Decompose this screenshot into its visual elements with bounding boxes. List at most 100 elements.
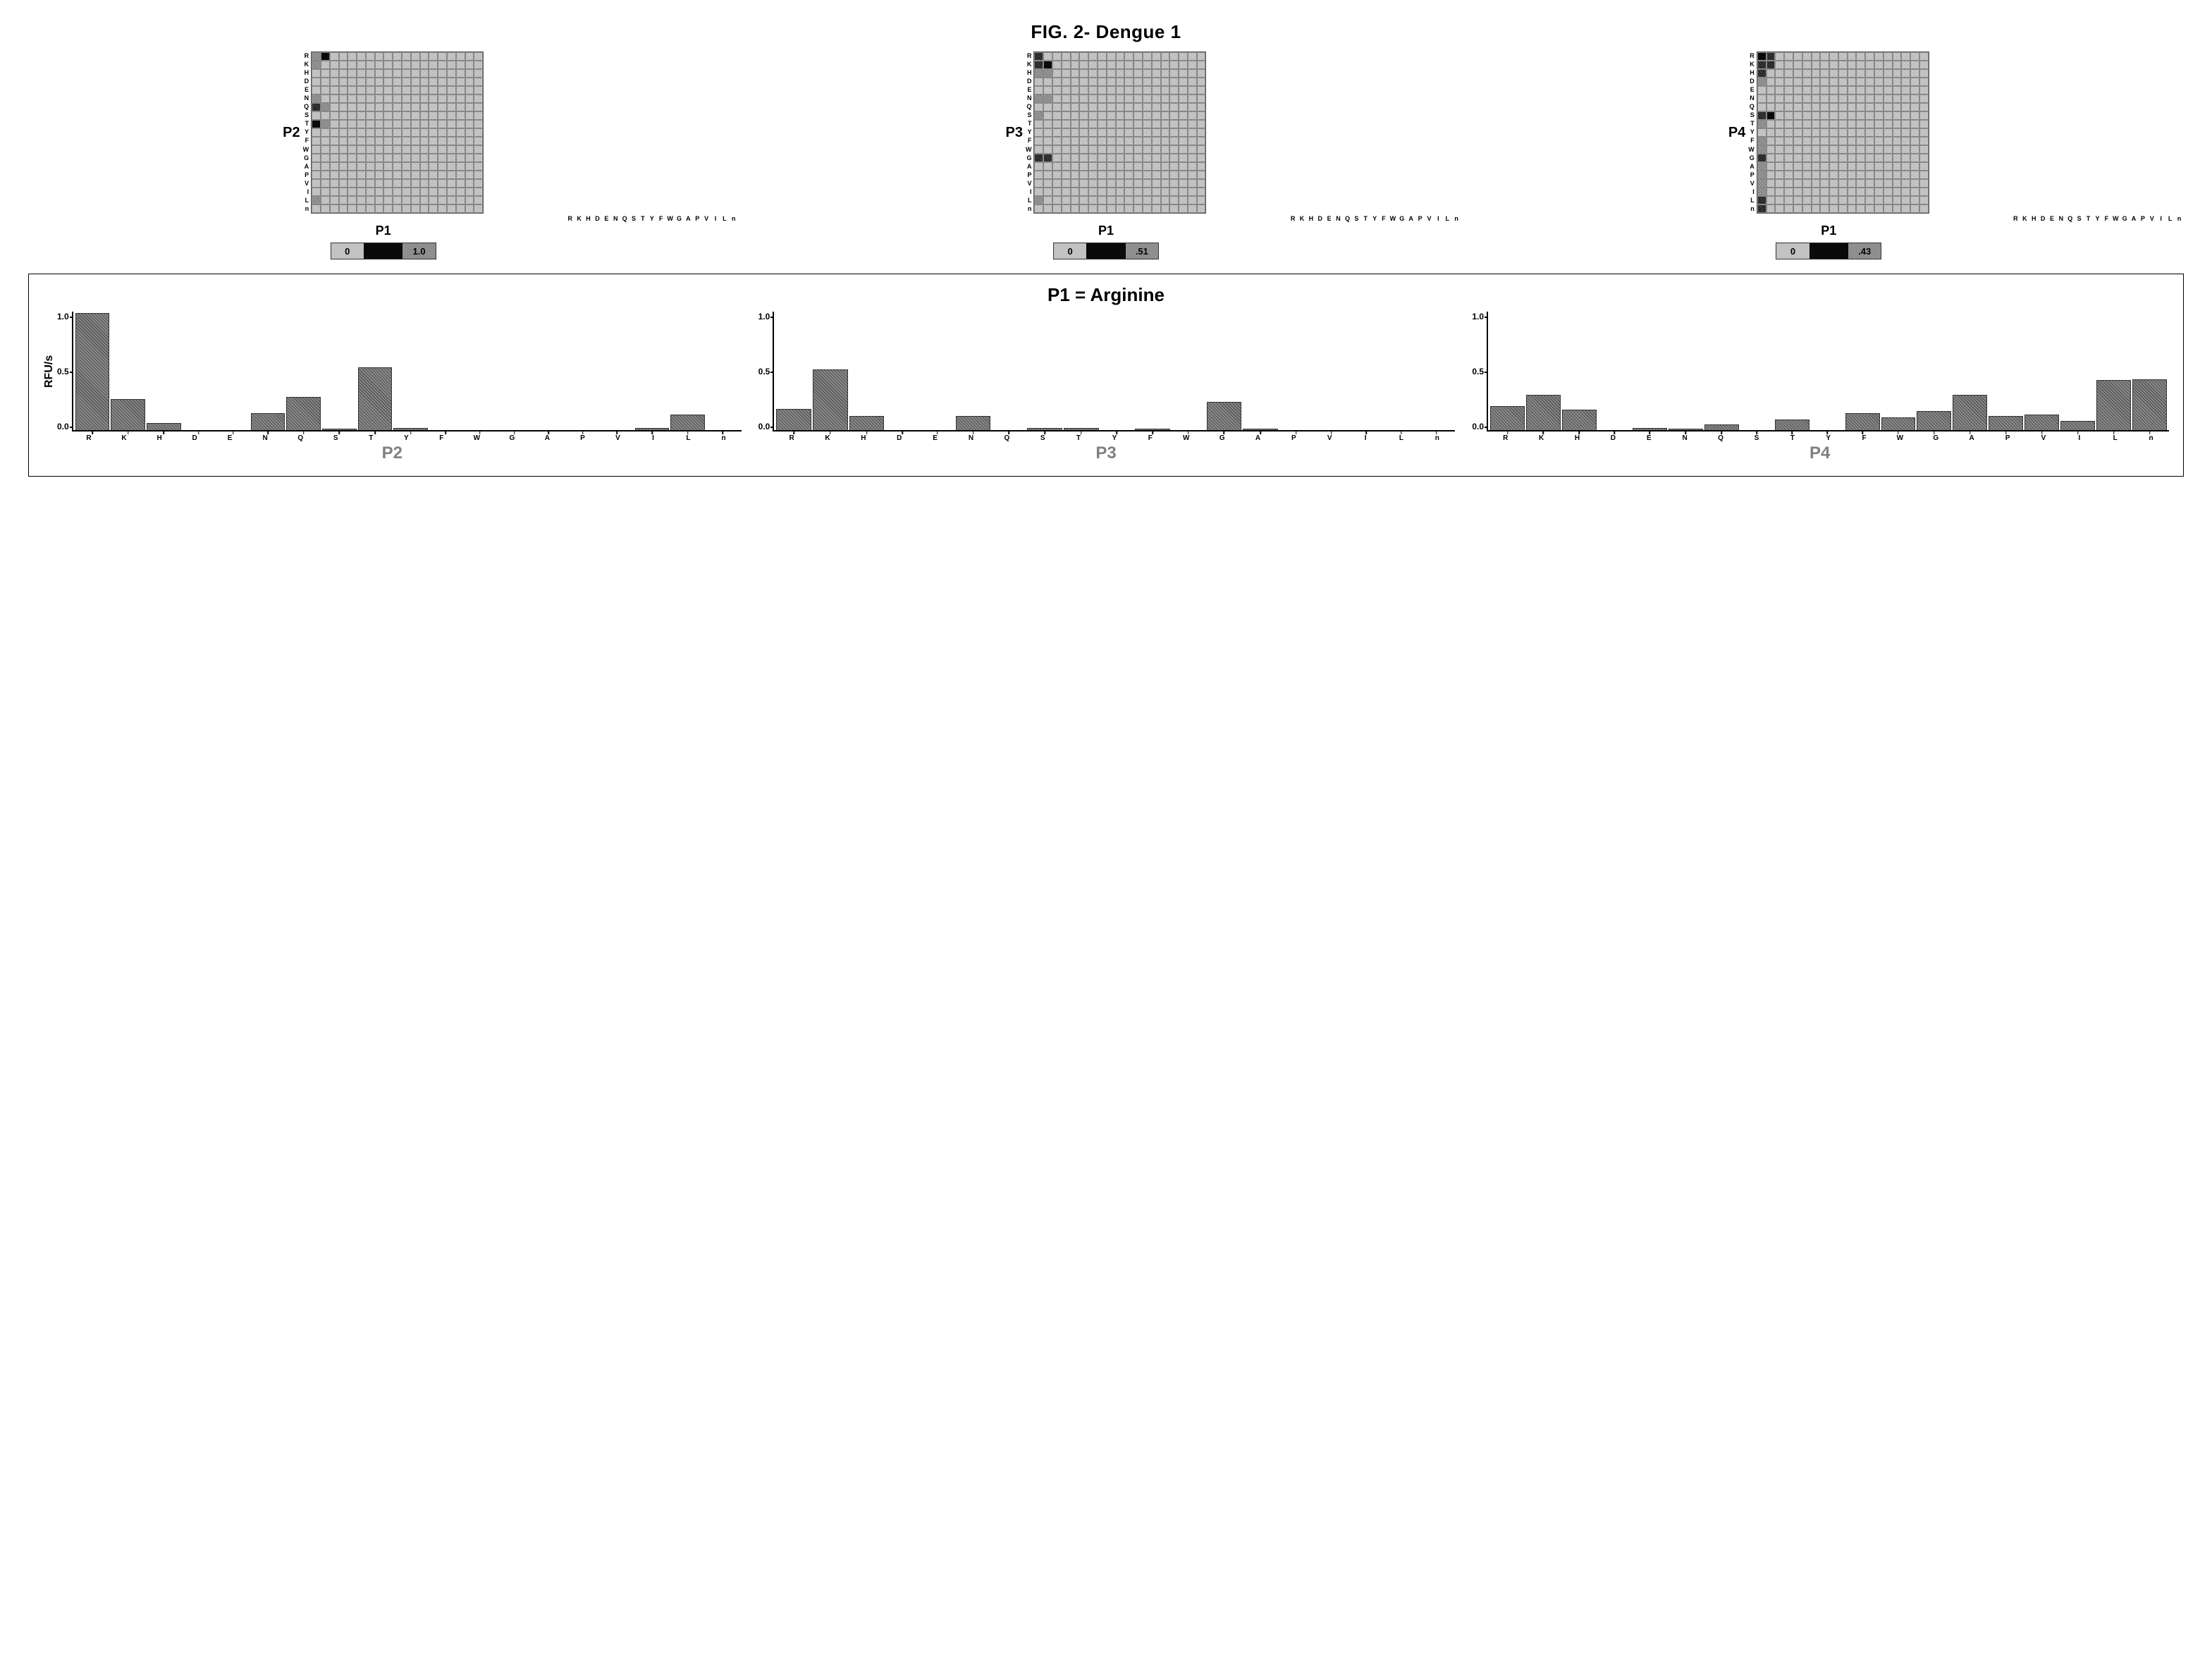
- heatmap-cell: [1052, 61, 1062, 69]
- heatmap-cell: [383, 52, 393, 61]
- heatmap-cell: [1820, 86, 1829, 94]
- heatmap-cell: [1133, 69, 1143, 78]
- heatmap-cell: [1133, 188, 1143, 196]
- heatmap-cell: [1088, 137, 1098, 145]
- heatmap-cell: [1793, 111, 1802, 120]
- heatmap-cell: [1107, 61, 1116, 69]
- bar: [1526, 395, 1561, 430]
- bar-sublabel: P3: [757, 443, 1456, 463]
- bar: [1845, 413, 1880, 430]
- bar: [670, 415, 705, 430]
- heatmap-cell: [456, 111, 465, 120]
- heatmap-cell: [1874, 145, 1884, 154]
- heatmap-cell: [1856, 162, 1865, 171]
- heatmap-cell: [321, 196, 330, 204]
- heatmap-cell: [402, 145, 411, 154]
- heatmap-cell: [1071, 204, 1080, 213]
- heatmap-cell: [366, 120, 375, 128]
- heatmap-cell: [339, 86, 348, 94]
- heatmap-cell: [1919, 204, 1929, 213]
- heatmap-cell: [1829, 196, 1838, 204]
- heatmap-cell: [348, 171, 357, 179]
- heatmap-cell: [438, 204, 447, 213]
- bar-sublabel: P4: [1470, 443, 2169, 463]
- heatmap-cell: [474, 78, 483, 86]
- heatmap-xlabel: P1: [1821, 224, 1836, 238]
- heatmap-cell: [429, 171, 438, 179]
- heatmap-cell: [474, 111, 483, 120]
- heatmap-cell: [1766, 179, 1776, 188]
- heatmap-cell: [411, 86, 420, 94]
- heatmap-cell: [1098, 162, 1107, 171]
- heatmap-cell: [1874, 196, 1884, 204]
- heatmap-cell: [1088, 128, 1098, 137]
- heatmap-cell: [348, 137, 357, 145]
- heatmap-cell: [1775, 120, 1784, 128]
- heatmap-cell: [1838, 179, 1848, 188]
- heatmap-cell: [1169, 78, 1179, 86]
- heatmap-cell: [474, 204, 483, 213]
- heatmap-cell: [330, 137, 339, 145]
- heatmap-cell: [1865, 171, 1874, 179]
- heatmap-cell: [357, 171, 366, 179]
- heatmap-cell: [1062, 111, 1071, 120]
- heatmap-cell: [1133, 145, 1143, 154]
- heatmap-cell: [1143, 61, 1152, 69]
- heatmap-cell: [1919, 145, 1929, 154]
- heatmap-cell: [1188, 145, 1197, 154]
- heatmap-cell: [1116, 61, 1125, 69]
- heatmap-cell: [1161, 145, 1170, 154]
- bar: [111, 399, 145, 430]
- heatmap-cell: [447, 78, 456, 86]
- heatmap-cell: [1802, 137, 1812, 145]
- heatmap-cell: [1784, 188, 1793, 196]
- heatmap-cell: [1865, 162, 1874, 171]
- heatmap-cell: [1775, 86, 1784, 94]
- heatmap-cell: [321, 137, 330, 145]
- heatmap-cell: [321, 120, 330, 128]
- heatmap-cell: [1856, 204, 1865, 213]
- bar-xticks: RKHDENQSTYFWGAPVILn: [774, 434, 1456, 442]
- heatmap-cell: [465, 154, 474, 162]
- heatmap-cell: [375, 145, 384, 154]
- heatmap-cell: [1812, 61, 1821, 69]
- heatmap-cell: [1161, 111, 1170, 120]
- heatmap-cell: [1812, 154, 1821, 162]
- heatmap-cell: [1884, 120, 1893, 128]
- heatmap-cell: [1133, 137, 1143, 145]
- heatmap-cell: [375, 103, 384, 111]
- heatmap-cell: [366, 52, 375, 61]
- heatmap-cell: [339, 179, 348, 188]
- heatmap-cell: [1910, 86, 1919, 94]
- heatmap-cell: [1116, 128, 1125, 137]
- heatmap-cell: [1766, 171, 1776, 179]
- heatmap-cell: [1820, 61, 1829, 69]
- heatmap-cell: [1757, 69, 1766, 78]
- heatmap-cell: [1757, 52, 1766, 61]
- heatmap-cell: [429, 145, 438, 154]
- heatmap-cell: [1043, 128, 1052, 137]
- heatmap-cell: [474, 137, 483, 145]
- heatmap-cell: [393, 120, 402, 128]
- heatmap-cell: [1124, 111, 1133, 120]
- heatmap-cell: [1838, 204, 1848, 213]
- bar: [2024, 415, 2059, 430]
- heatmap-panel: P4RKHDENQSTYFWGAPVILnRKHDENQSTYFWGAPVILn…: [1474, 51, 2184, 259]
- heatmap-cell: [465, 94, 474, 103]
- heatmap-cell: [1884, 137, 1893, 145]
- heatmap-cell: [312, 204, 321, 213]
- heatmap-cell: [1775, 196, 1784, 204]
- heatmap-cell: [357, 94, 366, 103]
- heatmap-cell: [1812, 128, 1821, 137]
- heatmap-cell: [1133, 61, 1143, 69]
- heatmap-cell: [1071, 103, 1080, 111]
- heatmap-cell: [1062, 137, 1071, 145]
- heatmap-cell: [1766, 61, 1776, 69]
- heatmap-cell: [402, 111, 411, 120]
- heatmap-cell: [474, 120, 483, 128]
- heatmap-cell: [1893, 179, 1902, 188]
- heatmap-cell: [1766, 162, 1776, 171]
- heatmap-cell: [1143, 179, 1152, 188]
- heatmap-cell: [474, 162, 483, 171]
- heatmap-cell: [1812, 52, 1821, 61]
